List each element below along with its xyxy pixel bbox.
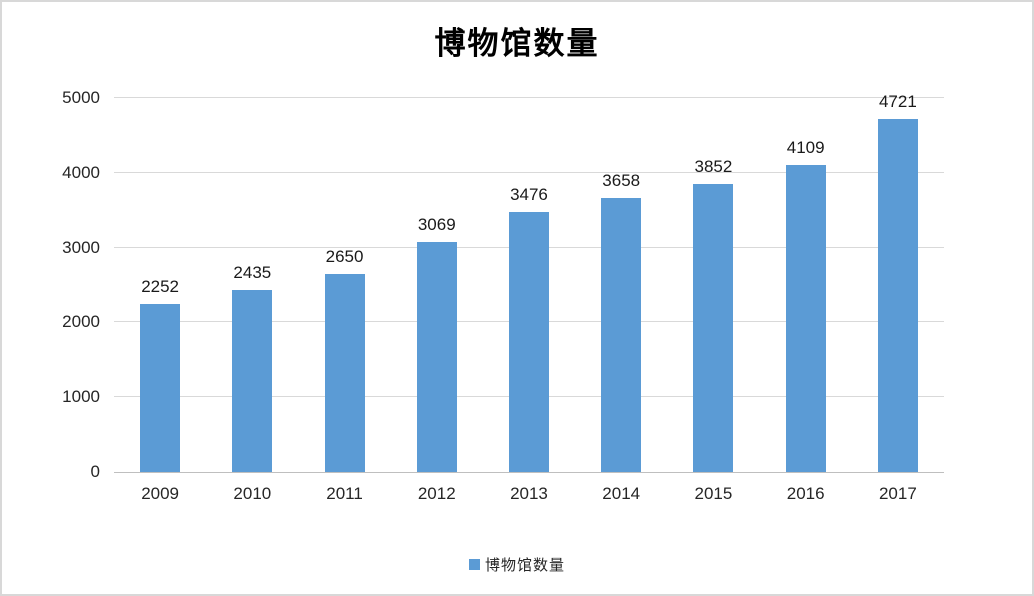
bar-value-label-2012: 3069: [417, 215, 456, 235]
bar-2012: [416, 242, 457, 472]
x-tick-label-2009: 2009: [141, 484, 180, 503]
bar-slot-2010: 2435: [206, 98, 298, 472]
bar-value-label-2015: 3852: [694, 156, 733, 176]
x-tick-label-2012: 2012: [417, 484, 456, 503]
gridline-5000: [114, 97, 944, 98]
bar-2017: [877, 118, 918, 472]
legend-swatch-icon: [468, 559, 480, 570]
x-tick-label-2014: 2014: [602, 484, 641, 503]
plot-area: 2252 2435 2650 3069 3476 3658 3852 4109 4721: [114, 92, 944, 473]
bar-slot-2017: 4721: [852, 92, 944, 472]
y-tick-label-0: 0: [90, 462, 100, 481]
bar-2009: [140, 303, 181, 472]
bar-2013: [508, 212, 549, 472]
bar-value-label-2009: 2252: [141, 276, 180, 296]
chart-title: 博物馆数量: [434, 26, 600, 62]
y-tick-label-5000: 5000: [62, 88, 100, 107]
bar-slot-2015: 3852: [667, 98, 759, 472]
bar-value-label-2017: 4721: [878, 91, 917, 111]
y-tick-label-4000: 4000: [62, 162, 100, 182]
legend-label: 博物馆数量: [484, 557, 565, 574]
bar-2015: [693, 183, 734, 472]
x-tick-label-2016: 2016: [786, 484, 825, 503]
x-tick-label-2013: 2013: [510, 484, 548, 503]
bar-2011: [324, 273, 365, 472]
bar-slot-2013: 3476: [483, 98, 575, 472]
x-tick-label-2015: 2015: [694, 484, 733, 503]
bar-value-label-2016: 4109: [786, 137, 825, 157]
bar-slot-2016: 4109: [760, 98, 852, 472]
y-tick-label-3000: 3000: [62, 237, 100, 257]
bar-slot-2011: 2650: [298, 98, 390, 472]
bar-2014: [601, 198, 642, 472]
y-tick-label-2000: 2000: [62, 312, 100, 332]
bar-2016: [785, 164, 826, 472]
bar-2010: [232, 289, 273, 472]
bar-slot-2012: 3069: [391, 98, 483, 472]
gridline-4000: [114, 171, 944, 173]
y-tick-label-1000: 1000: [62, 387, 100, 407]
bar-slot-2009: 2252: [114, 98, 206, 472]
x-tick-label-2010: 2010: [233, 484, 272, 503]
x-tick-label-2011: 2011: [326, 484, 363, 503]
x-tick-label-2017: 2017: [878, 484, 917, 503]
bar-slot-2014: 3658: [575, 98, 667, 472]
bar-value-label-2014: 3658: [602, 171, 641, 191]
bar-value-label-2013: 3476: [510, 185, 548, 204]
bar-value-label-2011: 2650: [325, 246, 364, 266]
bar-value-label-2010: 2435: [233, 262, 272, 282]
legend: 博物馆数量: [2, 554, 1032, 575]
x-axis-line: [114, 472, 944, 473]
